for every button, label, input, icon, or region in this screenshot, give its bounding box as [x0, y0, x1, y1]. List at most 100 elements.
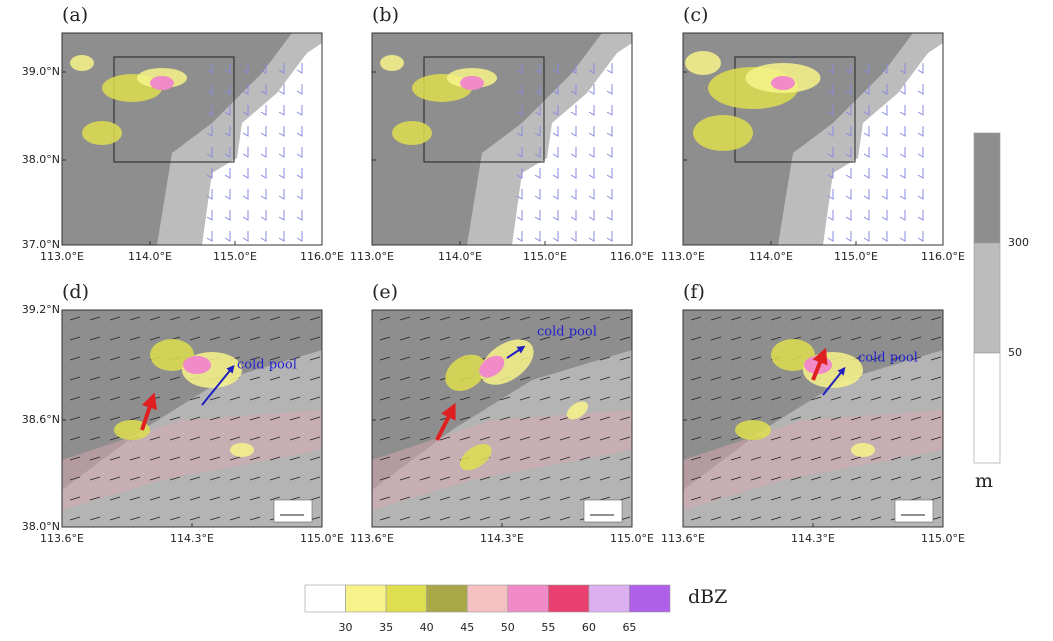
wind-barb — [224, 63, 231, 74]
red-arrow — [811, 347, 828, 381]
wind-barb — [242, 63, 249, 74]
echo — [445, 354, 486, 391]
wind-barb — [260, 147, 267, 158]
echo — [566, 401, 588, 420]
wind-vector — [499, 516, 511, 521]
wind-vector — [539, 356, 551, 361]
wind-vector — [750, 316, 762, 321]
wind-vector — [730, 356, 742, 361]
wind-vector — [249, 456, 261, 461]
wind-vector — [189, 436, 201, 441]
wind-barb — [278, 84, 285, 95]
wind-vector — [399, 436, 411, 441]
wind-vector — [69, 376, 81, 381]
wind-barb — [534, 63, 541, 74]
wind-vector — [770, 336, 782, 341]
map-content — [683, 33, 943, 245]
wind-barb — [206, 126, 213, 137]
wind-barb — [242, 105, 249, 116]
echo-core — [150, 76, 174, 90]
wind-vector — [129, 496, 141, 501]
wind-vector — [539, 496, 551, 501]
wind-vector — [109, 316, 121, 321]
wind-vector — [309, 316, 321, 321]
wind-vector — [109, 336, 121, 341]
wind-vector — [830, 516, 842, 521]
wind-barb — [881, 189, 888, 200]
wind-vector — [379, 436, 391, 441]
wind-vector — [129, 456, 141, 461]
wind-vector — [730, 436, 742, 441]
x-tick-label: 116.0°E — [921, 250, 965, 263]
wind-vector — [499, 316, 511, 321]
wind-vector — [870, 396, 882, 401]
wind-barb — [516, 210, 523, 221]
wind-barb — [899, 210, 906, 221]
wind-barb — [296, 63, 303, 74]
wind-vector — [89, 496, 101, 501]
wind-barb — [845, 105, 852, 116]
wind-barb — [260, 105, 267, 116]
wind-vector — [399, 336, 411, 341]
wind-barb — [516, 147, 523, 158]
wind-vector — [439, 516, 451, 521]
wind-vector — [870, 496, 882, 501]
wind-vector — [690, 316, 702, 321]
wind-vector — [249, 376, 261, 381]
wind-vector — [379, 496, 391, 501]
wind-barb — [278, 168, 285, 179]
wind-vector — [499, 456, 511, 461]
wind-vector — [850, 456, 862, 461]
wind-vector — [419, 396, 431, 401]
wind-barb — [827, 147, 834, 158]
wind-vector — [579, 376, 591, 381]
wind-vector — [149, 376, 161, 381]
wind-vector — [910, 396, 922, 401]
wind-barb — [206, 210, 213, 221]
wind-barb — [845, 168, 852, 179]
wind-vector — [149, 336, 161, 341]
wind-vector — [499, 396, 511, 401]
dbz-label: 30 — [339, 621, 353, 634]
wind-vector — [69, 476, 81, 481]
terrain-pink — [62, 410, 322, 510]
x-tick-label: 116.0°E — [300, 250, 344, 263]
wind-barb — [570, 84, 577, 95]
wind-vector — [750, 336, 762, 341]
wind-vector — [710, 316, 722, 321]
wind-barb — [588, 63, 595, 74]
wind-vector — [810, 396, 822, 401]
wind-vector — [930, 336, 942, 341]
wind-barb — [552, 84, 559, 95]
wind-vector — [129, 516, 141, 521]
wind-vector — [690, 396, 702, 401]
wind-vector — [209, 496, 221, 501]
red-arrow — [140, 392, 158, 431]
terrain-pink — [683, 410, 943, 510]
wind-vector — [249, 416, 261, 421]
wind-barb — [845, 63, 852, 74]
wind-barb — [845, 231, 852, 242]
wind-vector — [419, 316, 431, 321]
wind-vector — [619, 316, 631, 321]
wind-barb — [242, 84, 249, 95]
wind-vector — [579, 356, 591, 361]
wind-vector — [129, 336, 141, 341]
wind-vector — [619, 336, 631, 341]
wind-vector — [519, 456, 531, 461]
wind-vector — [499, 436, 511, 441]
wind-vector — [229, 476, 241, 481]
wind-vector — [910, 436, 922, 441]
wind-vector — [189, 476, 201, 481]
wind-vector — [459, 516, 471, 521]
wind-vector — [599, 316, 611, 321]
wind-vector — [69, 396, 81, 401]
terrain-pink — [372, 410, 632, 510]
wind-vector — [890, 476, 902, 481]
wind-vector — [419, 436, 431, 441]
wind-vector — [439, 476, 451, 481]
wind-barb — [881, 126, 888, 137]
wind-barb — [845, 147, 852, 158]
wind-vector — [539, 316, 551, 321]
wind-vector — [710, 496, 722, 501]
